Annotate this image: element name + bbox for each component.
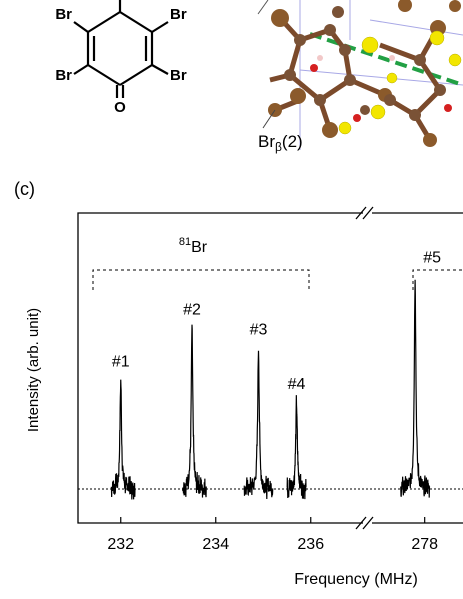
spectrum-peak-5 bbox=[400, 279, 431, 498]
bond-ring-3 bbox=[119, 64, 153, 86]
axis-break-bottom bbox=[355, 516, 374, 530]
x-tick-label: 236 bbox=[297, 536, 324, 553]
spectrum-peak-2 bbox=[182, 324, 207, 498]
x-tick-label: 278 bbox=[411, 536, 438, 553]
peak-label: #4 bbox=[288, 376, 306, 393]
x-tick-label: 234 bbox=[202, 536, 229, 553]
leader-line-top bbox=[257, 0, 269, 15]
isotope-label-81br: 81Br bbox=[179, 236, 208, 256]
dashed-plane-line bbox=[309, 32, 463, 87]
spectrum-peak-4 bbox=[286, 395, 307, 500]
x-axis-ticks: 232 234 236 278 bbox=[107, 517, 438, 553]
peak-label: #2 bbox=[183, 301, 201, 318]
hydrogen-atoms bbox=[317, 55, 395, 61]
bond-br-ll bbox=[73, 64, 89, 75]
bromine-atoms bbox=[268, 0, 461, 147]
isotope-bracket-81br bbox=[92, 269, 310, 290]
bond-br-ur bbox=[151, 21, 169, 33]
bond-ring-4 bbox=[87, 64, 121, 86]
leader-line-label bbox=[262, 109, 276, 129]
axis-break-top bbox=[355, 206, 374, 220]
bond-ring-1 bbox=[119, 11, 153, 33]
plot-frame bbox=[77, 212, 463, 524]
peak-label: #1 bbox=[112, 353, 130, 370]
sulfur-atoms bbox=[338, 30, 462, 135]
isotope-bracket-right bbox=[412, 269, 463, 290]
bond-ring-6 bbox=[87, 11, 121, 33]
x-tick-label: 232 bbox=[107, 536, 134, 553]
frame-right-segment bbox=[372, 212, 463, 524]
tetrabromoquinone-structure bbox=[73, 0, 169, 98]
peak-labels: #1 #2 #3 #4 #5 bbox=[112, 249, 441, 393]
br-label-lower-right: Br bbox=[170, 67, 187, 84]
spectrum-trace bbox=[110, 279, 431, 500]
peak-label: #3 bbox=[250, 322, 268, 339]
spectrum-peak-1 bbox=[110, 379, 136, 500]
panel-label: (c) bbox=[14, 179, 35, 199]
oxygen-atoms bbox=[310, 64, 452, 122]
crystal-structure-image bbox=[257, 0, 463, 150]
y-axis-label: Intensity (arb. unit) bbox=[25, 308, 42, 432]
x-axis-label: Frequency (MHz) bbox=[294, 571, 418, 588]
br-label-lower-left: Br bbox=[55, 67, 72, 84]
carbon-atoms bbox=[284, 6, 446, 121]
br-label-upper-right: Br bbox=[170, 6, 187, 23]
peak-label: #5 bbox=[423, 249, 441, 266]
oxygen-label: O bbox=[114, 99, 126, 116]
spectrum-peak-3 bbox=[243, 350, 274, 500]
cell-edge-4 bbox=[369, 19, 463, 36]
crystal-atom-label: Brβ(2) bbox=[258, 132, 303, 154]
bond-br-lr bbox=[151, 64, 169, 75]
frame-left-segment bbox=[77, 212, 363, 524]
bond-br-ul bbox=[73, 21, 89, 33]
br-label-upper-left: Br bbox=[55, 6, 72, 23]
